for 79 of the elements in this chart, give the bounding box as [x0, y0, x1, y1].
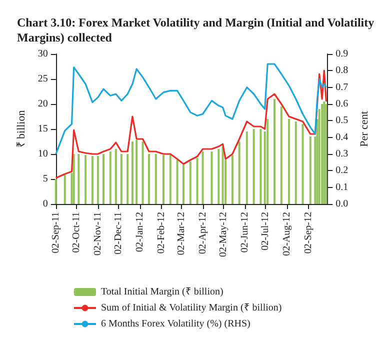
- bar: [323, 102, 326, 204]
- bar: [182, 165, 184, 204]
- y2-tick-label: 0.9: [336, 48, 348, 60]
- line-series: [55, 63, 328, 155]
- bar: [96, 156, 99, 204]
- bar: [72, 154, 75, 204]
- bar: [189, 162, 192, 204]
- y2-axis-title: Per cent: [358, 111, 370, 147]
- bar: [238, 142, 240, 204]
- chart-title: Chart 3.10: Forex Market Volatility and Margin (Initial and Volatility Margins) collected: [17, 16, 378, 44]
- x-tick-label: 02-Nov-11: [92, 212, 104, 256]
- legend-label: Sum of Initial & Volatility Margin (₹ billion): [101, 302, 282, 314]
- x-tick-label: 02-Sep-11: [50, 212, 62, 254]
- bar: [126, 154, 129, 204]
- bar: [78, 154, 80, 204]
- bar: [321, 104, 324, 204]
- bar: [91, 156, 94, 204]
- bar: [148, 154, 150, 204]
- x-tick-label: 02-Jan-12: [134, 212, 146, 252]
- bar: [246, 132, 248, 204]
- bar: [302, 124, 304, 204]
- bar: [325, 104, 328, 204]
- bar: [162, 155, 164, 204]
- y2-tick-label: 0.3: [336, 148, 348, 160]
- y2-tick-label: 0.6: [336, 98, 348, 110]
- y-tick-label: 25: [38, 74, 48, 84]
- bar: [309, 136, 312, 204]
- y-tick-label: 5: [42, 174, 48, 184]
- y2-tick-label: 0.2: [336, 165, 348, 176]
- bar: [274, 99, 276, 204]
- x-tick-label: 02-Apr-12: [197, 212, 208, 254]
- bar: [266, 119, 269, 204]
- x-tick-label: 02-Jun-12: [239, 212, 250, 253]
- bar: [202, 152, 204, 204]
- y-tick-label: 15: [38, 124, 48, 134]
- y-tick-label: 20: [38, 98, 48, 110]
- bar: [131, 142, 134, 204]
- y2-tick-label: 0.1: [336, 182, 348, 193]
- x-tick-label: 02-Feb-12: [156, 212, 167, 254]
- x-tick-label: 02-Oct-11: [71, 212, 82, 253]
- bar: [252, 129, 255, 204]
- bar: [54, 179, 57, 204]
- y2-tick-label: 0.5: [336, 115, 348, 126]
- bar: [84, 155, 87, 204]
- y2-tick-label: 0.0: [336, 198, 348, 210]
- bar: [231, 155, 234, 204]
- bar: [142, 142, 144, 204]
- bar: [218, 149, 220, 204]
- bar: [169, 155, 172, 204]
- bar: [222, 146, 224, 204]
- bar: [114, 149, 117, 204]
- bar: [176, 160, 178, 204]
- bar: [102, 154, 104, 204]
- bar: [294, 122, 297, 204]
- line-series: [55, 70, 328, 179]
- bar: [196, 158, 198, 204]
- y2-tick-label: 0.7: [336, 82, 348, 93]
- x-tick-label: 02-Aug-12: [281, 212, 292, 256]
- y-tick-label: 0: [42, 198, 48, 210]
- y-axis-title: ₹ billion: [16, 110, 28, 148]
- legend-label: 6 Months Forex Volatility (%) (RHS): [101, 318, 250, 330]
- y-tick-label: 10: [38, 148, 48, 160]
- y-tick-label: 30: [38, 48, 48, 60]
- x-tick-label: 02-Mar-12: [176, 212, 187, 256]
- bar: [120, 154, 122, 204]
- bar: [136, 140, 138, 204]
- bar: [288, 119, 290, 204]
- bar: [260, 129, 262, 204]
- bar: [280, 106, 282, 204]
- bar: [109, 152, 112, 204]
- bar: [210, 152, 213, 204]
- x-tick-label: 02-Dec-11: [113, 212, 124, 254]
- legend-label: Total Initial Margin (₹ billion): [101, 286, 224, 298]
- y2-tick-label: 0.8: [336, 65, 348, 76]
- y2-tick-label: 0.4: [336, 132, 348, 143]
- bar: [154, 154, 157, 204]
- x-tick-label: 02-Sep-12: [302, 212, 314, 254]
- x-tick-label: 02-May-12: [218, 212, 229, 257]
- x-tick-label: 02-Jul-12: [260, 212, 272, 250]
